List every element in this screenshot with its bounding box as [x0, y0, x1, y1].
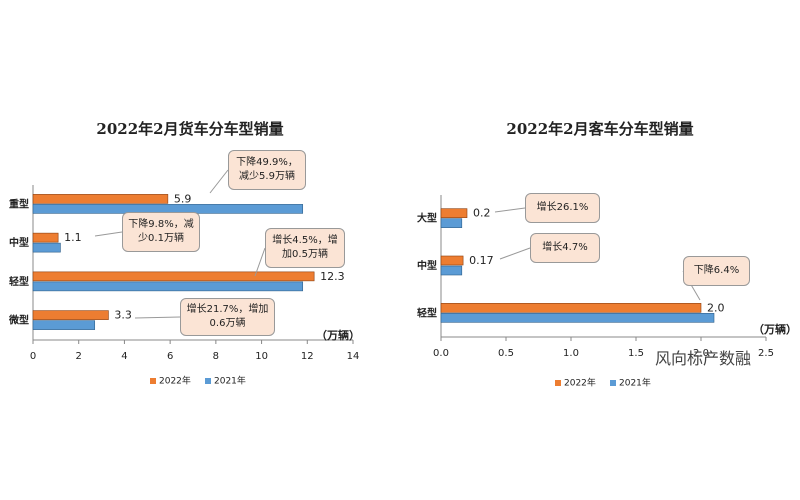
bar	[440, 265, 463, 276]
x-tick-label: 8	[213, 351, 219, 362]
callout: 增长4.5%，增加0.5万辆	[265, 228, 345, 268]
x-tick-label: 1.5	[628, 348, 644, 359]
x-tick-label: 12	[301, 351, 314, 362]
value-label: 5.9	[174, 192, 192, 205]
value-label: 1.1	[64, 231, 82, 244]
y-tick-label: 中型	[9, 236, 29, 249]
callout-pointer	[209, 169, 229, 194]
callout: 下降6.4%	[683, 256, 750, 286]
y-tick-label: 中型	[417, 259, 437, 272]
x-tick-label: 0.5	[498, 348, 514, 359]
bar	[440, 303, 702, 313]
callout: 增长4.7%	[530, 233, 600, 263]
legend-swatch	[205, 378, 211, 384]
y-tick-label: 大型	[417, 212, 437, 225]
legend-swatch	[610, 380, 616, 386]
y-tick-label: 重型	[9, 197, 29, 210]
x-tick-label: 1.0	[563, 348, 579, 359]
x-tick-label: 2.5	[758, 348, 774, 359]
watermark: 风向标产数融	[655, 349, 752, 368]
value-label: 3.3	[114, 309, 132, 322]
x-tick-label: 14	[347, 351, 360, 362]
callout-pointer	[134, 316, 181, 319]
legend-label: 2022年	[159, 375, 191, 387]
x-tick-label: 0.0	[433, 348, 449, 359]
legend-label: 2021年	[214, 375, 246, 387]
legend-swatch	[150, 378, 156, 384]
bar	[32, 281, 304, 292]
bar	[32, 320, 96, 330]
legend-label: 2022年	[564, 377, 596, 389]
x-axis-label: （万辆）	[316, 328, 360, 342]
value-label: 2.0	[707, 301, 725, 314]
x-tick-label: 2.0	[693, 348, 709, 359]
x-tick-label: 4	[121, 351, 127, 362]
value-label: 0.17	[469, 254, 494, 267]
x-tick-label: 0	[30, 351, 36, 362]
bar	[32, 232, 59, 243]
bar	[440, 218, 463, 228]
callout-pointer	[94, 231, 123, 237]
bar	[440, 255, 464, 266]
x-axis-label: （万辆）	[753, 322, 797, 336]
bar	[440, 313, 715, 323]
bar	[32, 194, 169, 204]
bar	[32, 242, 61, 253]
bar	[32, 310, 109, 320]
x-tick-label: 6	[167, 351, 173, 362]
callout: 增长26.1%	[525, 193, 600, 223]
callout-pointer	[494, 207, 526, 213]
value-label: 0.2	[473, 207, 491, 220]
chart-title: 2022年2月客车分车型销量	[506, 120, 693, 138]
y-tick-label: 微型	[8, 314, 29, 327]
legend-label: 2021年	[619, 377, 651, 389]
callout-pointer	[254, 247, 266, 277]
chart-title: 2022年2月货车分车型销量	[96, 120, 283, 138]
callout-pointer	[499, 247, 531, 260]
y-tick-label: 轻型	[9, 275, 29, 288]
x-tick-label: 2	[76, 351, 82, 362]
x-tick-label: 10	[255, 351, 268, 362]
callout: 下降49.9%，减少5.9万辆	[228, 150, 306, 190]
bar	[440, 208, 468, 218]
callout: 下降9.8%，减少0.1万辆	[122, 212, 200, 252]
legend-swatch	[555, 380, 561, 386]
bar	[32, 271, 315, 282]
value-label: 12.3	[320, 270, 345, 283]
callout: 增长21.7%，增加0.6万辆	[180, 298, 275, 336]
y-tick-label: 轻型	[417, 306, 437, 319]
